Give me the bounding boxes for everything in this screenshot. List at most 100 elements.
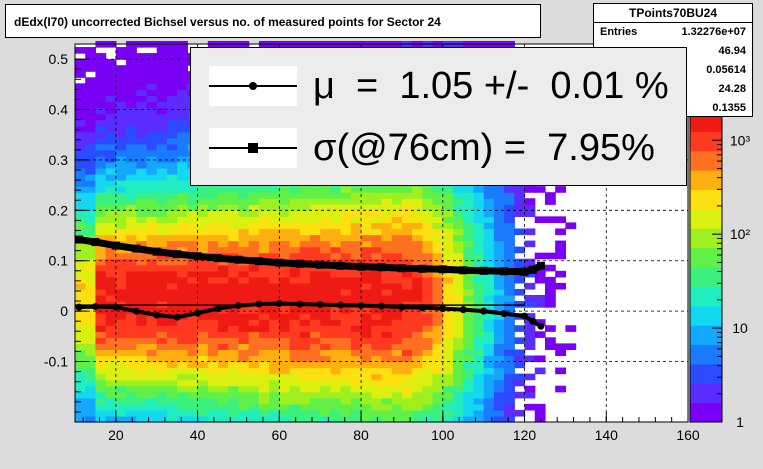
heatmap-cell	[248, 192, 260, 199]
heatmap-cell	[371, 252, 383, 260]
heatmap-cell	[105, 294, 117, 302]
heatmap-cell	[146, 53, 158, 60]
heatmap-cell	[115, 71, 127, 78]
heatmap-cell	[391, 337, 403, 344]
heatmap-cell	[361, 403, 372, 411]
heatmap-cell	[146, 59, 158, 66]
heatmap-cell	[299, 222, 311, 230]
heatmap-cell	[412, 252, 423, 260]
heatmap-cell	[514, 349, 526, 357]
heatmap-cell	[289, 343, 301, 351]
heatmap-cell	[504, 252, 515, 260]
heatmap-cell	[504, 313, 515, 320]
heatmap-cell	[401, 397, 413, 405]
heatmap-cell	[269, 349, 280, 357]
heatmap-cell	[177, 343, 188, 351]
heatmap-cell	[177, 101, 188, 109]
heatmap-cell	[350, 204, 362, 211]
heatmap-cell	[126, 174, 137, 181]
heatmap-cell	[391, 391, 403, 399]
heatmap-cell	[422, 246, 434, 254]
heatmap-cell	[442, 397, 454, 405]
heatmap-cell	[156, 125, 168, 133]
heatmap-cell	[269, 252, 280, 260]
heatmap-cell	[432, 349, 444, 357]
heatmap-cell	[95, 216, 107, 224]
heatmap-cell	[228, 397, 240, 405]
heatmap-cell	[371, 379, 383, 387]
heatmap-cell	[218, 246, 229, 254]
heatmap-cell	[422, 409, 434, 417]
heatmap-cell	[412, 210, 423, 217]
heatmap-cell	[473, 204, 485, 211]
heatmap-cell	[340, 331, 352, 338]
heatmap-cell	[177, 385, 188, 393]
heatmap-cell	[75, 131, 86, 139]
heatmap-cell	[95, 53, 107, 60]
heatmap-cell	[381, 361, 393, 369]
heatmap-cell	[156, 210, 168, 217]
heatmap-cell	[340, 198, 352, 205]
heatmap-cell	[412, 234, 423, 242]
heatmap-cell	[269, 343, 280, 351]
heatmap-cell	[299, 403, 311, 411]
heatmap-cell	[197, 234, 209, 242]
heatmap-cell	[177, 210, 188, 217]
heatmap-cell	[483, 222, 495, 230]
heatmap-cell	[544, 337, 556, 344]
heatmap-cell	[320, 192, 332, 199]
heatmap-cell	[126, 367, 137, 375]
heatmap-cell	[555, 349, 566, 357]
heatmap-cell	[361, 240, 372, 248]
heatmap-cell	[473, 222, 485, 230]
heatmap-cell	[391, 325, 403, 332]
heatmap-cell	[473, 397, 485, 405]
heatmap-cell	[156, 373, 168, 381]
heatmap-cell	[401, 210, 413, 217]
heatmap-cell	[340, 222, 352, 230]
heatmap-cell	[177, 337, 188, 344]
heatmap-cell	[187, 276, 199, 284]
heatmap-cell	[166, 155, 178, 163]
heatmap-cell	[146, 379, 158, 387]
heatmap-cell	[381, 373, 393, 381]
heatmap-cell	[177, 53, 188, 60]
heatmap-cell	[228, 210, 240, 217]
heatmap-cell	[350, 343, 362, 351]
heatmap-cell	[166, 415, 178, 423]
heatmap-cell	[309, 409, 321, 417]
heatmap-cell	[156, 288, 168, 296]
heatmap-cell	[85, 155, 97, 163]
heatmap-cell	[75, 83, 86, 90]
heatmap-cell	[218, 270, 229, 278]
plot-title: dEdx(I70) uncorrected Bichsel versus no.…	[5, 4, 541, 38]
heatmap-cell	[238, 337, 250, 344]
heatmap-cell	[350, 234, 362, 242]
heatmap-cell	[412, 397, 423, 405]
heatmap-cell	[473, 313, 485, 320]
heatmap-cell	[85, 282, 97, 290]
heatmap-cell	[442, 343, 454, 351]
heatmap-cell	[453, 270, 464, 278]
heatmap-cell	[299, 228, 311, 236]
heatmap-cell	[289, 349, 301, 357]
heatmap-cell	[340, 210, 352, 217]
heatmap-cell	[269, 325, 280, 332]
heatmap-cell	[309, 294, 321, 302]
heatmap-cell	[95, 385, 107, 393]
heatmap-cell	[166, 89, 178, 97]
heatmap-cell	[177, 409, 188, 417]
heatmap-cell	[95, 343, 107, 351]
heatmap-cell	[453, 216, 464, 224]
heatmap-cell	[309, 186, 321, 193]
heatmap-cell	[75, 210, 86, 217]
heatmap-cell	[391, 319, 403, 326]
heatmap-cell	[483, 294, 495, 302]
heatmap-cell	[146, 409, 158, 417]
heatmap-cell	[75, 379, 86, 387]
heatmap-cell	[422, 349, 434, 357]
heatmap-cell	[504, 288, 515, 296]
heatmap-cell	[166, 95, 178, 103]
heatmap-cell	[258, 379, 270, 387]
heatmap-cell	[207, 240, 219, 248]
